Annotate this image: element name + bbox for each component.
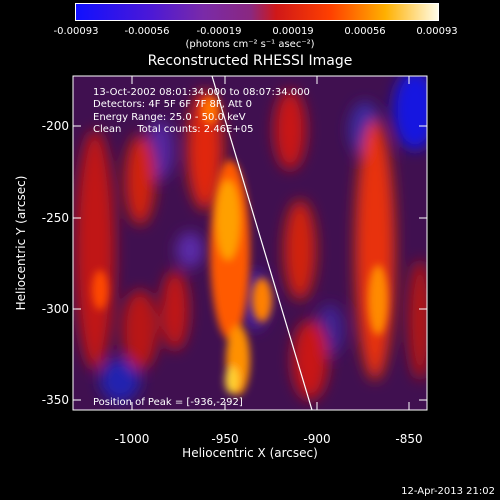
colorbar-units: (photons cm⁻² s⁻¹ asec⁻²) bbox=[185, 39, 315, 50]
peak-position-text: Position of Peak = [-936,-292] bbox=[93, 397, 243, 408]
colorbar-tick-label: -0.00019 bbox=[196, 26, 242, 37]
colorbar-tick-label: 0.00056 bbox=[344, 26, 386, 37]
x-axis-ticks bbox=[131, 76, 410, 410]
colorbar-tick-label: 0.00019 bbox=[272, 26, 314, 37]
y-axis-ticks bbox=[73, 125, 427, 401]
colorbar-tick-label: -0.00056 bbox=[124, 26, 170, 37]
counts-text: Clean Total counts: 2.46E+05 bbox=[93, 123, 254, 135]
y-axis-label: Heliocentric Y (arcsec) bbox=[14, 176, 28, 311]
x-tick-label: -850 bbox=[395, 432, 422, 446]
energy-range-text: Energy Range: 25.0 - 50.0 keV bbox=[93, 111, 246, 123]
colorbar bbox=[75, 3, 439, 21]
y-tick-label: -200 bbox=[42, 119, 69, 133]
plot-frame bbox=[72, 75, 428, 411]
x-axis-label: Heliocentric X (arcsec) bbox=[182, 446, 318, 460]
y-tick-label: -300 bbox=[42, 302, 69, 316]
x-tick-label: -950 bbox=[211, 432, 238, 446]
observation-info: 13-Oct-2002 08:01:34.000 to 08:07:34.000… bbox=[93, 87, 310, 136]
y-tick-label: -350 bbox=[42, 393, 69, 407]
x-tick-label: -1000 bbox=[115, 432, 150, 446]
solar-limb-line bbox=[211, 76, 313, 410]
detectors-text: Detectors: 4F 5F 6F 7F 8F, Att 0 bbox=[93, 99, 253, 111]
colorbar-tick-label: -0.00093 bbox=[53, 26, 99, 37]
y-tick-label: -250 bbox=[42, 211, 69, 225]
timestamp: 12-Apr-2013 21:02 bbox=[401, 486, 495, 497]
x-tick-label: -900 bbox=[303, 432, 330, 446]
time-range-text: 13-Oct-2002 08:01:34.000 to 08:07:34.000 bbox=[93, 87, 310, 98]
plot-title: Reconstructed RHESSI Image bbox=[147, 53, 353, 69]
colorbar-tick-label: 0.00093 bbox=[416, 26, 458, 37]
